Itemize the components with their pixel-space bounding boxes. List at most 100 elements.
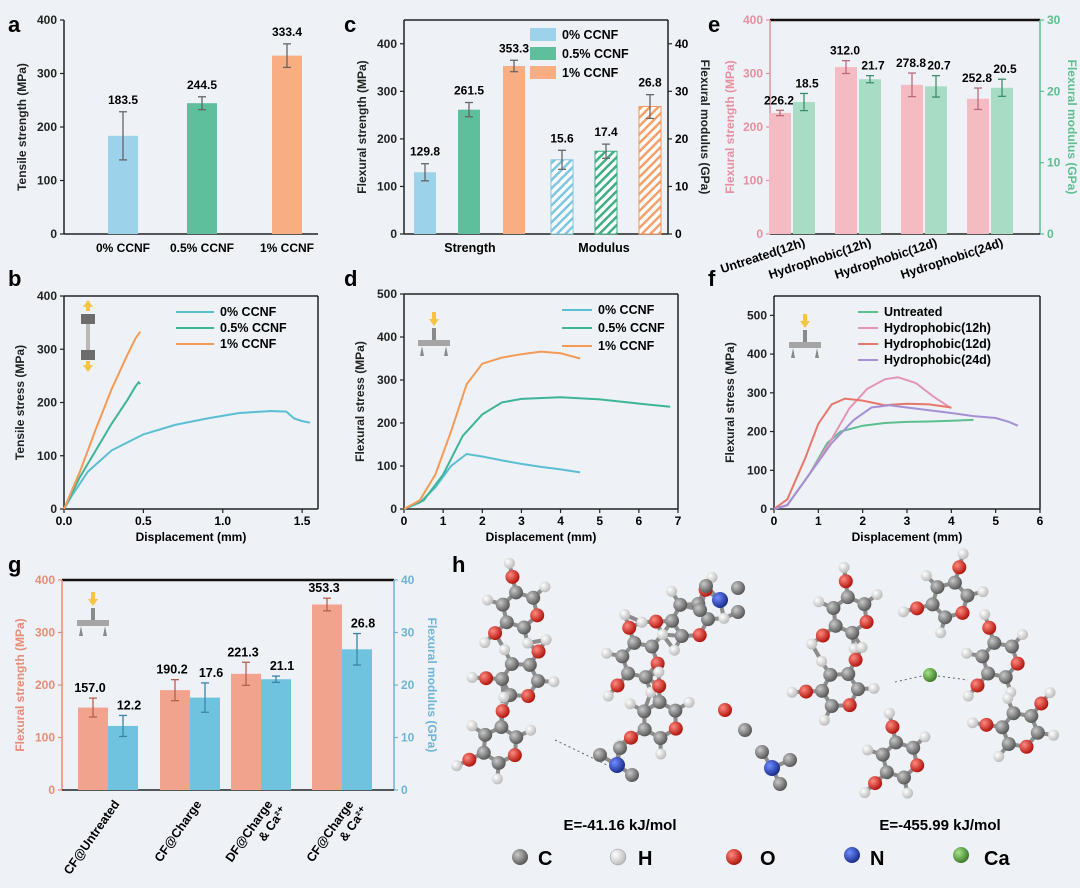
bar-modulus [925, 86, 947, 234]
atom-c [495, 597, 510, 612]
atom-h [619, 608, 631, 620]
atom-h [919, 731, 931, 743]
bar-strength [231, 673, 261, 790]
atom-h [653, 666, 665, 678]
y-tick-label: 400 [37, 289, 57, 303]
y-tick-label: 0 [390, 227, 397, 241]
atom-h [856, 641, 868, 653]
panel-letter-h: h [452, 552, 465, 577]
atom-h [920, 570, 932, 582]
interaction-line [937, 675, 969, 681]
atom-h [813, 596, 825, 608]
y-axis-title: Tensile stress (MPa) [13, 345, 27, 460]
atom-o [530, 608, 545, 623]
legend-swatch [530, 47, 556, 60]
x-category-label: 0.5% CCNF [170, 241, 234, 255]
series-line-hydrophobic24d [773, 404, 1019, 510]
bar-modulus [793, 102, 815, 235]
x-category-label: Strength [444, 241, 495, 255]
x-axis-title: Displacement (mm) [486, 530, 597, 544]
chart-g-fiber-comparison: 0 100 200 300 400 0 10 20 30 40 Flexural strength … [13, 573, 439, 877]
tensile-test-icon [81, 300, 95, 372]
x-tick-label: 1 [440, 514, 447, 528]
y2-tick-label: 20 [675, 132, 689, 146]
legend-label: Hydrophobic(12d) [884, 337, 991, 351]
x-tick-label: 1.5 [294, 514, 311, 528]
x-tick-label: 2 [859, 514, 866, 528]
x-tick-label: 3 [904, 514, 911, 528]
x-tick-label: 3 [518, 514, 525, 528]
panel-letter-e: e [708, 12, 720, 37]
atom-h [601, 647, 613, 659]
panel-letter-f: f [708, 266, 716, 291]
bar-modulus-0 [550, 159, 574, 235]
molecular-models [451, 548, 1060, 799]
y2-tick-label: 30 [401, 626, 415, 640]
atom-c [828, 618, 843, 633]
atom-n [764, 760, 780, 776]
atom-h [451, 760, 463, 772]
atom-o [652, 679, 667, 694]
legend-label: 0% CCNF [598, 303, 655, 317]
atom-c [494, 720, 509, 735]
bar-strength [835, 67, 857, 234]
bar-value-label: 353.3 [499, 41, 529, 55]
atom-o [910, 758, 925, 773]
x-tick-label: 6 [1037, 514, 1044, 528]
atom-c [930, 580, 945, 595]
atom-h [491, 773, 503, 785]
atom-o [718, 703, 732, 717]
y-tick-label: 300 [35, 626, 55, 640]
atom-h [539, 581, 551, 593]
atom-c [509, 730, 524, 745]
bar-value-label: 15.6 [550, 131, 574, 145]
y-tick-label: 0 [50, 227, 57, 241]
y2-tick-label: 10 [401, 731, 415, 745]
bar-value-label: 278.8 [896, 56, 926, 70]
atom-o [668, 721, 683, 736]
legend-label: 1% CCNF [562, 66, 619, 80]
atom-c [1006, 706, 1021, 721]
legend-label: 0% CCNF [220, 305, 277, 319]
y-tick-label: 200 [37, 396, 57, 410]
atom-h [818, 714, 830, 726]
atom-c [850, 682, 865, 697]
atom-h [871, 588, 883, 600]
atom-c [625, 768, 639, 782]
molecule-calcium-bridged-cellulose [786, 548, 1060, 799]
atom-c [840, 590, 855, 605]
atom-c [644, 639, 659, 654]
atom-o [1019, 739, 1034, 754]
x-tick-label: 5 [992, 514, 999, 528]
atom-c [857, 597, 872, 612]
atom-h [683, 696, 695, 708]
atom-legend-h-icon [609, 848, 627, 866]
atom-c [613, 741, 627, 755]
bar-value-label: 17.6 [199, 666, 223, 680]
atom-c [783, 753, 797, 767]
legend-label: 1% CCNF [220, 337, 277, 351]
atom-c [615, 649, 630, 664]
x-tick-label: 5 [596, 514, 603, 528]
x-tick-label: 1.0 [214, 514, 231, 528]
atom-c [823, 667, 838, 682]
legend-label: 0.5% CCNF [220, 321, 287, 335]
y-tick-label: 300 [37, 342, 57, 356]
y-tick-label: 200 [37, 120, 57, 134]
atom-c [593, 748, 607, 762]
atom-legend-o: O [760, 848, 776, 870]
bending-test-icon-f [789, 314, 821, 358]
atom-h [883, 707, 895, 719]
y-tick-label: 400 [35, 573, 55, 587]
bar-value-label: 21.1 [270, 659, 294, 673]
atom-o [1034, 696, 1049, 711]
atom-c [1004, 639, 1019, 654]
atom-c [693, 603, 707, 617]
atom-c [773, 777, 787, 791]
x-tick-label: 4 [557, 514, 564, 528]
legend-label: 0.5% CCNF [562, 47, 629, 61]
y2-tick-label: 20 [401, 678, 415, 692]
atom-o [982, 620, 997, 635]
atom-o [495, 704, 510, 719]
atom-c [738, 723, 752, 737]
